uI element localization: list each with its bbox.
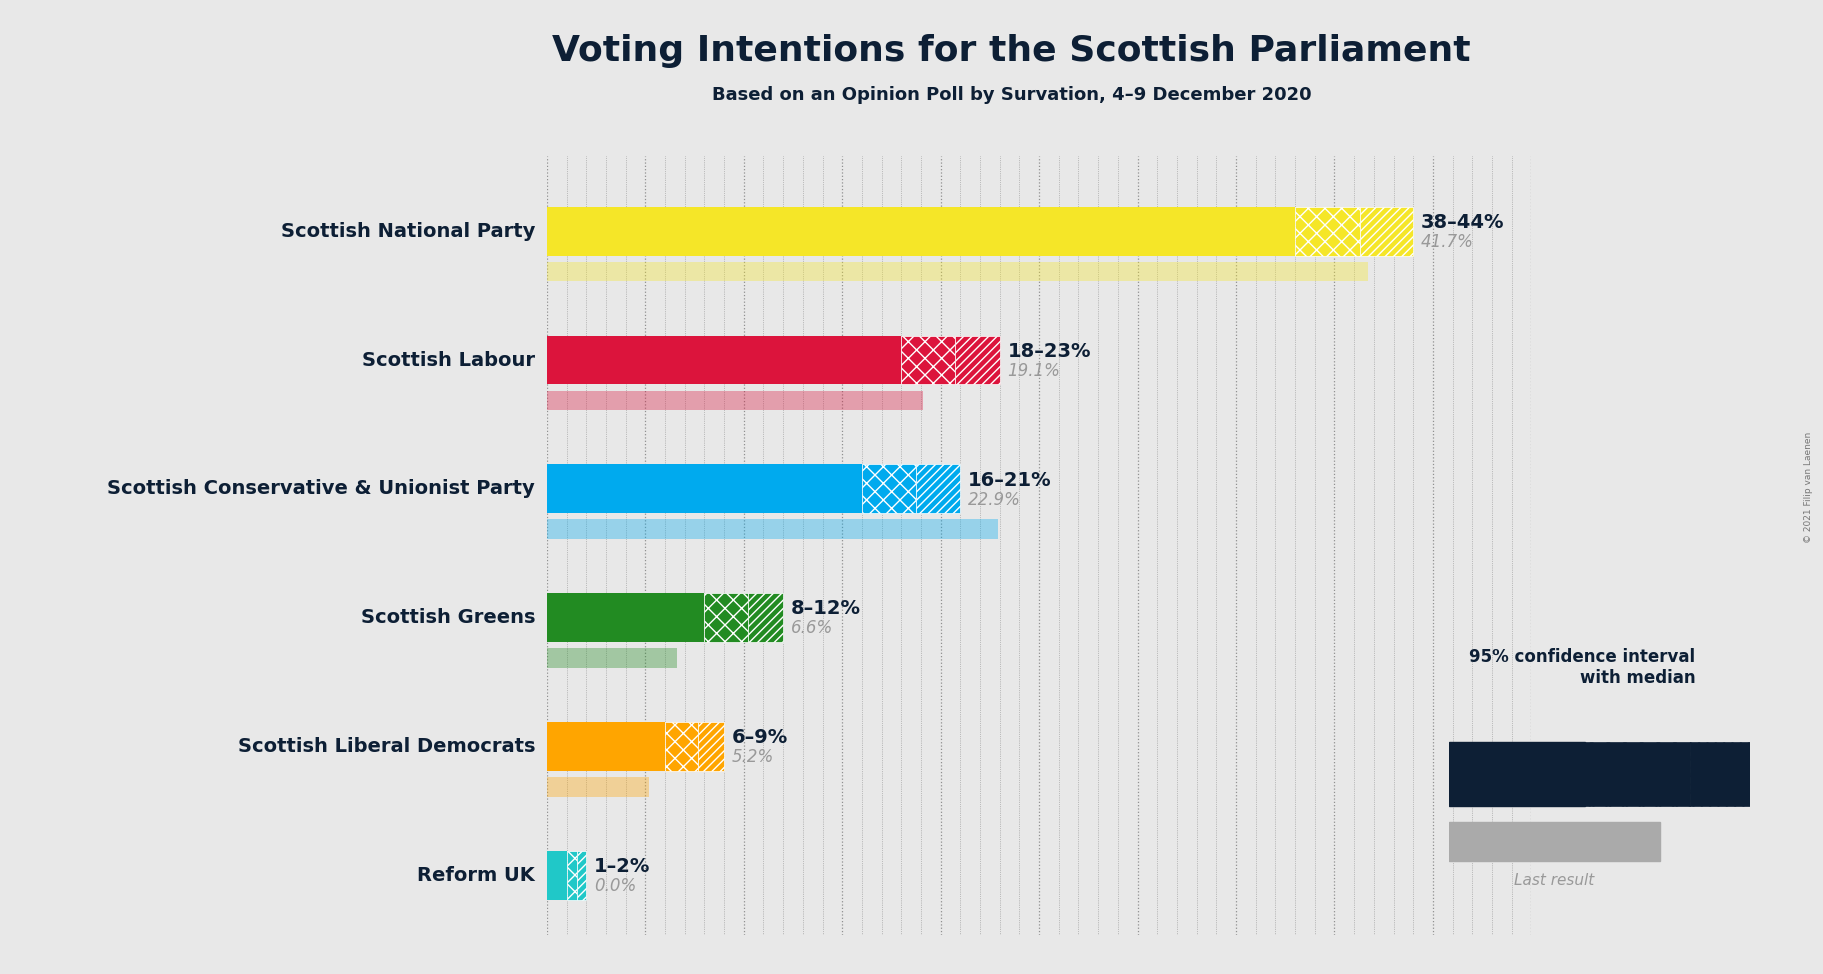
Bar <box>1584 742 1690 806</box>
Bar <box>1294 206 1360 256</box>
Bar <box>547 593 704 642</box>
Bar <box>547 262 1367 281</box>
Text: Scottish National Party: Scottish National Party <box>281 222 536 241</box>
Bar <box>547 649 676 668</box>
Bar <box>547 777 649 797</box>
Text: Scottish Liberal Democrats: Scottish Liberal Democrats <box>237 737 536 756</box>
Bar <box>547 850 567 900</box>
Bar <box>1449 822 1661 861</box>
Text: Reform UK: Reform UK <box>417 866 536 884</box>
Text: © 2021 Filip van Laenen: © 2021 Filip van Laenen <box>1805 431 1812 543</box>
Text: 6–9%: 6–9% <box>733 728 788 747</box>
Bar <box>547 519 997 539</box>
Bar <box>704 593 747 642</box>
Bar <box>578 850 587 900</box>
Bar <box>1449 742 1584 806</box>
Text: 16–21%: 16–21% <box>968 470 1052 490</box>
Bar <box>547 206 1294 256</box>
Bar <box>547 722 665 770</box>
Text: Voting Intentions for the Scottish Parliament: Voting Intentions for the Scottish Parli… <box>552 34 1471 68</box>
Text: 6.6%: 6.6% <box>791 619 833 637</box>
Bar <box>547 336 901 385</box>
Text: 0.0%: 0.0% <box>594 877 636 895</box>
Bar <box>747 593 784 642</box>
Text: Last result: Last result <box>1515 874 1595 888</box>
Bar <box>567 850 578 900</box>
Bar <box>547 465 862 513</box>
Bar <box>698 722 724 770</box>
Text: 38–44%: 38–44% <box>1422 213 1504 232</box>
Bar <box>862 465 917 513</box>
Bar <box>955 336 999 385</box>
Bar <box>1360 206 1413 256</box>
Bar <box>901 336 955 385</box>
Text: 18–23%: 18–23% <box>1008 342 1092 360</box>
Bar <box>665 722 698 770</box>
Text: 8–12%: 8–12% <box>791 599 860 618</box>
Bar <box>1690 742 1750 806</box>
Bar <box>547 391 922 410</box>
Text: Scottish Labour: Scottish Labour <box>363 351 536 369</box>
Text: 5.2%: 5.2% <box>733 748 775 767</box>
Text: Scottish Greens: Scottish Greens <box>361 608 536 627</box>
Bar <box>917 465 961 513</box>
Text: 22.9%: 22.9% <box>968 491 1021 508</box>
Text: Scottish Conservative & Unionist Party: Scottish Conservative & Unionist Party <box>108 479 536 499</box>
Text: 41.7%: 41.7% <box>1422 233 1475 251</box>
Text: 1–2%: 1–2% <box>594 857 651 876</box>
Text: Based on an Opinion Poll by Survation, 4–9 December 2020: Based on an Opinion Poll by Survation, 4… <box>713 86 1311 103</box>
Text: 95% confidence interval
with median: 95% confidence interval with median <box>1469 648 1695 687</box>
Text: 19.1%: 19.1% <box>1008 361 1061 380</box>
